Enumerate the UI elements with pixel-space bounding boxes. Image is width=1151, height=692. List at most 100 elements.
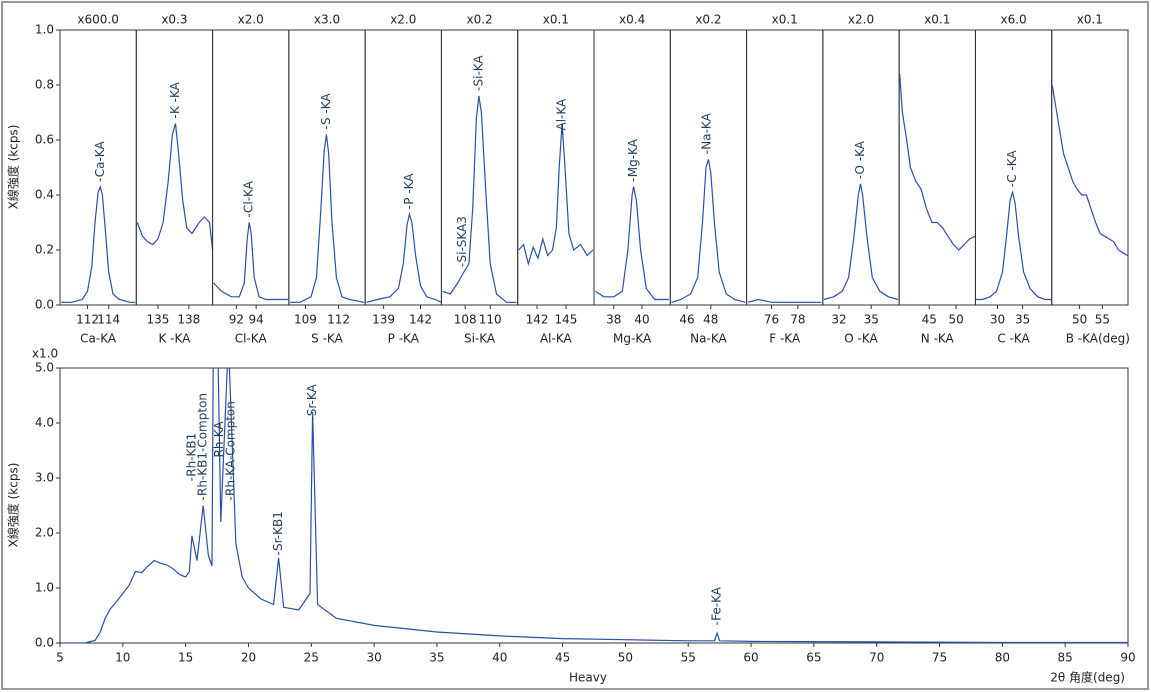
x-tick-label: 60 [743, 651, 758, 665]
x-tick-label: 32 [831, 313, 846, 327]
panel-multiplier: x600.0 [77, 13, 118, 27]
panel-element-label: N -KA [921, 332, 955, 346]
y-tick-label: 1.0 [35, 581, 54, 595]
x-tick-label: 50 [1072, 313, 1087, 327]
x-tick-label: 50 [618, 651, 633, 665]
x-tick-label: 35 [429, 651, 444, 665]
x-tick-label: 70 [869, 651, 884, 665]
spectrum-line [290, 134, 365, 303]
spectrum-line [671, 159, 746, 303]
x-tick-label: 46 [679, 313, 694, 327]
x-tick-label: 5 [56, 651, 64, 665]
y-tick-label: 0.0 [35, 298, 54, 312]
peak-label: Si-SKA3 [455, 216, 469, 262]
spectrum-line [442, 95, 517, 303]
x-tick-label: 38 [606, 313, 621, 327]
peak-label: Rh-KB1 [184, 433, 198, 477]
peak-label: Rh-KA-Compton [223, 401, 237, 496]
x-tick-label: 48 [703, 313, 718, 327]
y-tick-label: 0.4 [35, 188, 54, 202]
x-tick-label: 139 [372, 313, 395, 327]
x-tick-label: 45 [922, 313, 937, 327]
x-tick-label: 55 [1095, 313, 1110, 327]
spectrum-line [975, 189, 1052, 301]
y-tick-label: 5.0 [35, 361, 54, 375]
panel-element-label: K -KA [158, 332, 191, 346]
panel-element-label: Mg-KA [613, 332, 652, 346]
peak-label: Rh-KB1-Compton [196, 393, 210, 496]
panel-element-label: F -KA [769, 332, 801, 346]
y-tick-label: 0.0 [35, 636, 54, 650]
peak-label: O -KA [853, 140, 867, 174]
peak-label: Sr-KA [305, 383, 319, 416]
y-tick-label: 4.0 [35, 416, 54, 430]
x-tick-label: 80 [995, 651, 1010, 665]
peak-label: Si-KA [471, 55, 485, 87]
x-tick-label: 25 [304, 651, 319, 665]
panel-multiplier: x0.4 [619, 13, 645, 27]
plot-area [135, 29, 214, 306]
panel-multiplier: x3.0 [314, 13, 340, 27]
panel-multiplier: x2.0 [238, 13, 264, 27]
x-tick-label: 40 [492, 651, 507, 665]
y-tick-label: 1.0 [35, 23, 54, 37]
panel-element-label: P -KA [388, 332, 420, 346]
x-tick-label: 108 [454, 313, 477, 327]
spectrum-line [595, 186, 669, 301]
x-tick-label: 94 [249, 313, 264, 327]
peak-label: K -KA [168, 81, 182, 114]
x-axis-unit-label: 2θ 角度(deg) [1050, 670, 1125, 685]
x-tick-label: 109 [294, 313, 317, 327]
x-axis-label: Heavy [569, 671, 607, 685]
peak-label: C -KA [1005, 150, 1019, 183]
panel-multiplier: x0.1 [543, 13, 569, 27]
x-tick-label: 114 [97, 313, 120, 327]
x-tick-label: 142 [409, 313, 432, 327]
plot-area [212, 29, 290, 306]
panel-element-label: Ca-KA [80, 332, 117, 346]
peak-label: Mg-KA [626, 138, 640, 177]
spectrum-line [61, 184, 136, 303]
panel-element-label: O -KA [844, 332, 878, 346]
y-axis-label: X線強度 (kcps) [6, 125, 21, 210]
panel-multiplier: x0.1 [924, 13, 950, 27]
panel-element-label: Si-KA [464, 332, 496, 346]
spectrum-line [518, 123, 594, 267]
panel-element-label: B -KA(deg) [1066, 332, 1130, 346]
spectrum-line [60, 368, 1128, 643]
plot-area [517, 29, 595, 306]
panel-multiplier: x0.2 [695, 13, 721, 27]
spectrum-line [823, 183, 899, 301]
peak-label: Cl-KA [242, 180, 256, 213]
panel-element-label: Na-KA [690, 332, 727, 346]
x-tick-label: 10 [115, 651, 130, 665]
x-tick-label: 145 [555, 313, 578, 327]
x-tick-label: 112 [327, 313, 350, 327]
panel-multiplier: x6.0 [1000, 13, 1026, 27]
x-tick-label: 138 [177, 313, 200, 327]
spectrum-line [747, 298, 822, 303]
scale-label: x1.0 [32, 347, 58, 361]
spectrum-line [899, 73, 976, 251]
peak-label: Sr-KB1 [271, 511, 285, 551]
x-tick-label: 92 [229, 313, 244, 327]
x-tick-label: 35 [1015, 313, 1030, 327]
x-tick-label: 135 [146, 313, 169, 327]
panel-element-label: Cl-KA [235, 332, 268, 346]
x-tick-label: 20 [241, 651, 256, 665]
x-tick-label: 110 [479, 313, 502, 327]
x-tick-label: 65 [806, 651, 821, 665]
peak-label: S -KA [319, 93, 333, 125]
peak-label: Ca-KA [93, 141, 107, 178]
plot-area [1051, 29, 1129, 306]
y-tick-label: 0.6 [35, 133, 54, 147]
peak-label: Al-KA [555, 98, 569, 131]
peak-label: Na-KA [700, 112, 714, 149]
x-tick-label: 15 [178, 651, 193, 665]
panel-multiplier: x0.3 [161, 13, 187, 27]
x-tick-label: 40 [634, 313, 649, 327]
peak-label: P -KA [402, 173, 416, 205]
x-tick-label: 112 [76, 313, 99, 327]
panel-element-label: Al-KA [540, 332, 573, 346]
